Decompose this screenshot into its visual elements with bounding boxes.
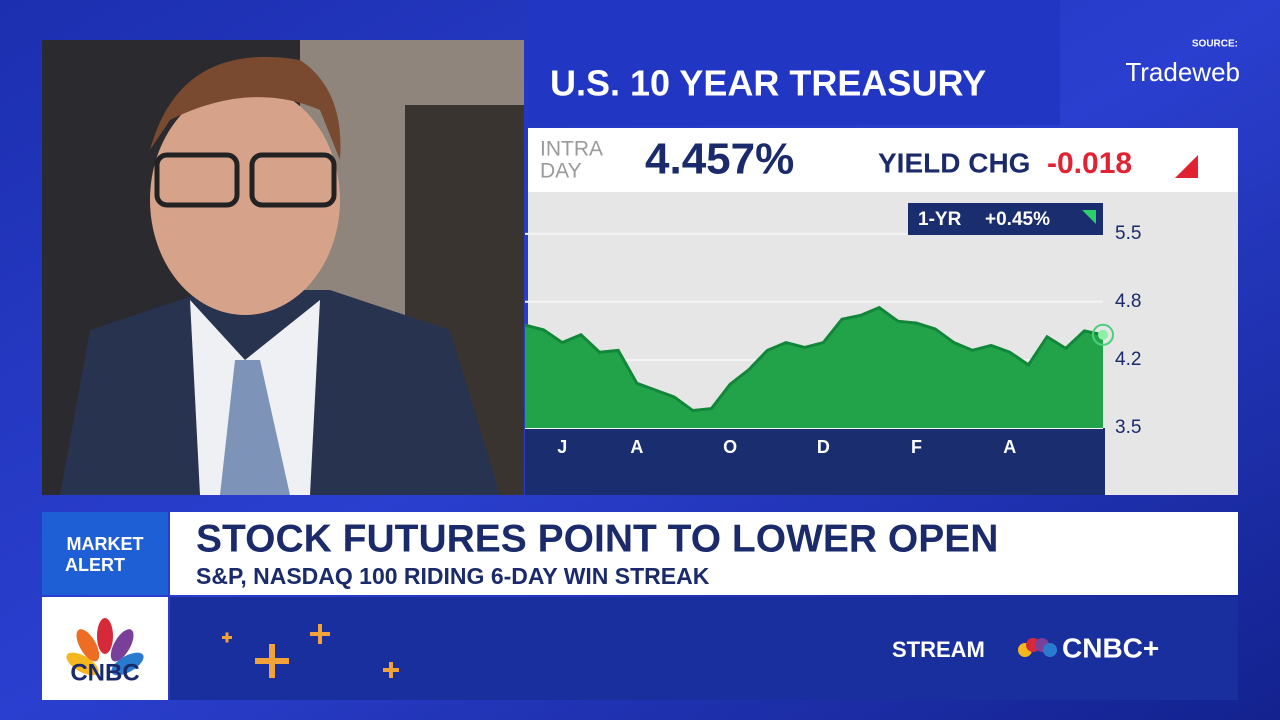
cnbc-logo-text: CNBC	[70, 659, 139, 686]
y-tick-label: 3.5	[1115, 417, 1141, 438]
last-point	[1092, 323, 1114, 346]
x-tick-label: A	[1003, 437, 1016, 457]
chart-title: U.S. 10 YEAR TREASURY	[550, 63, 986, 104]
area	[525, 307, 1103, 428]
source-name: Tradeweb	[1125, 57, 1240, 87]
alert-label: MARKET	[67, 534, 144, 554]
badge-change: +0.45%	[985, 209, 1050, 230]
badge-label: 1-YR	[918, 209, 962, 230]
x-axis-band	[525, 428, 1105, 495]
badge-arrow	[1082, 210, 1096, 224]
x-tick-label: D	[817, 437, 830, 457]
y-tick-label: 5.5	[1115, 223, 1141, 244]
subhead: S&P, NASDAQ 100 RIDING 6-DAY WIN STREAK	[196, 563, 710, 589]
intraday-label: INTRA	[540, 138, 603, 161]
down-arrow	[1175, 155, 1198, 178]
decoration	[222, 624, 399, 678]
source-label: SOURCE:	[1192, 39, 1238, 50]
y-tick-label: 4.8	[1115, 291, 1141, 312]
plot: 5.5 4.8 4.2 3.5 J A O D F A	[524, 223, 1141, 457]
header-band	[528, 0, 1060, 125]
x-tick-label: J	[557, 437, 567, 457]
headline: STOCK FUTURES POINT TO LOWER OPEN	[196, 517, 998, 560]
alert-label: ALERT	[65, 555, 125, 575]
stream-label: STREAM	[892, 637, 985, 662]
footer-bar	[170, 597, 1238, 700]
last-point-core	[1098, 329, 1108, 340]
intraday-label: DAY	[540, 160, 582, 183]
stream-peacock	[1018, 638, 1057, 657]
yield-value: 4.457%	[645, 135, 794, 184]
x-tick-label: F	[911, 437, 922, 457]
video-feed	[42, 40, 524, 495]
change-value: -0.018	[1047, 147, 1132, 180]
alert-box	[42, 512, 168, 595]
y-tick-label: 4.2	[1115, 349, 1141, 370]
peacock-logo	[66, 618, 144, 676]
badge	[908, 203, 1103, 235]
stream-brand: CNBC+	[1062, 632, 1159, 663]
x-tick-label: A	[630, 437, 643, 457]
quote-row	[528, 128, 1238, 192]
x-tick-label: O	[723, 437, 737, 457]
line	[524, 305, 1104, 413]
headline-bar	[170, 512, 1238, 595]
change-label: YIELD CHG	[878, 147, 1030, 178]
